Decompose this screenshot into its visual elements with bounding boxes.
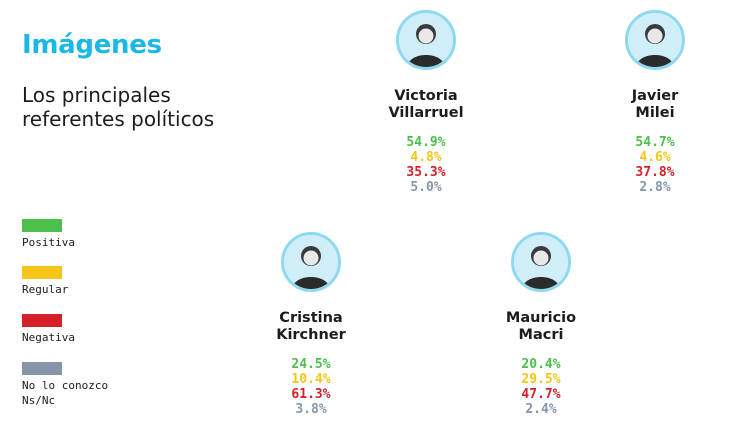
legend-item-no-lo-conozco: No lo conozco Ns/Nc — [22, 362, 108, 408]
value-positiva: 54.7% — [635, 135, 675, 150]
portrait-icon — [628, 13, 682, 67]
value-no-lo-conozco: 5.0% — [410, 180, 442, 195]
page-title: Imágenes — [22, 30, 162, 60]
person-last-name: Kirchner — [276, 327, 346, 343]
person-first-name: Mauricio — [505, 310, 577, 326]
values-list: 54.7% 4.6% 37.8% 2.8% — [580, 135, 730, 195]
portrait-icon — [284, 235, 338, 289]
avatar — [625, 10, 685, 70]
person-first-name: Cristina — [279, 310, 343, 326]
value-regular: 4.6% — [639, 150, 671, 165]
person-card-milei: Javier Milei 54.7% 4.6% 37.8% 2.8% — [580, 10, 730, 195]
value-positiva: 24.5% — [291, 357, 331, 372]
person-last-name: Macri — [518, 327, 564, 343]
value-positiva: 54.9% — [406, 135, 446, 150]
person-name: Victoria Villarruel — [351, 88, 501, 122]
value-regular: 4.8% — [410, 150, 442, 165]
value-no-lo-conozco: 2.4% — [525, 402, 557, 417]
legend-swatch-negativa — [22, 314, 62, 327]
portrait-icon — [514, 235, 568, 289]
legend-item-regular: Regular — [22, 266, 68, 297]
values-list: 24.5% 10.4% 61.3% 3.8% — [236, 357, 386, 417]
person-card-kirchner: Cristina Kirchner 24.5% 10.4% 61.3% 3.8% — [236, 232, 386, 417]
legend-swatch-no-lo-conozco — [22, 362, 62, 375]
person-card-macri: Mauricio Macri 20.4% 29.5% 47.7% 2.4% — [466, 232, 616, 417]
person-card-villarruel: Victoria Villarruel 54.9% 4.8% 35.3% 5.0% — [351, 10, 501, 195]
person-last-name: Villarruel — [388, 105, 464, 121]
value-negativa: 37.8% — [635, 165, 675, 180]
person-last-name: Milei — [635, 105, 675, 121]
person-first-name: Javier — [631, 88, 679, 104]
value-positiva: 20.4% — [521, 357, 561, 372]
value-negativa: 61.3% — [291, 387, 331, 402]
legend-item-positiva: Positiva — [22, 219, 75, 250]
legend-label-regular: Regular — [22, 283, 69, 296]
legend-swatch-regular — [22, 266, 62, 279]
person-first-name: Victoria — [394, 88, 458, 104]
person-name: Javier Milei — [580, 88, 730, 122]
legend-label-positiva: Positiva — [22, 236, 75, 249]
value-regular: 10.4% — [291, 372, 331, 387]
value-no-lo-conozco: 2.8% — [639, 180, 671, 195]
legend-label-negativa: Negativa — [22, 331, 75, 344]
value-negativa: 35.3% — [406, 165, 446, 180]
avatar — [396, 10, 456, 70]
portrait-icon — [399, 13, 453, 67]
legend-swatch-positiva — [22, 219, 62, 232]
page-subtitle: Los principales referentes políticos — [22, 83, 215, 131]
value-negativa: 47.7% — [521, 387, 561, 402]
values-list: 20.4% 29.5% 47.7% 2.4% — [466, 357, 616, 417]
avatar — [281, 232, 341, 292]
person-name: Mauricio Macri — [466, 310, 616, 344]
legend-label-no-lo-conozco: No lo conozco Ns/Nc — [22, 379, 109, 407]
avatar — [511, 232, 571, 292]
value-regular: 29.5% — [521, 372, 561, 387]
value-no-lo-conozco: 3.8% — [295, 402, 327, 417]
legend-item-negativa: Negativa — [22, 314, 75, 345]
person-name: Cristina Kirchner — [236, 310, 386, 344]
values-list: 54.9% 4.8% 35.3% 5.0% — [351, 135, 501, 195]
